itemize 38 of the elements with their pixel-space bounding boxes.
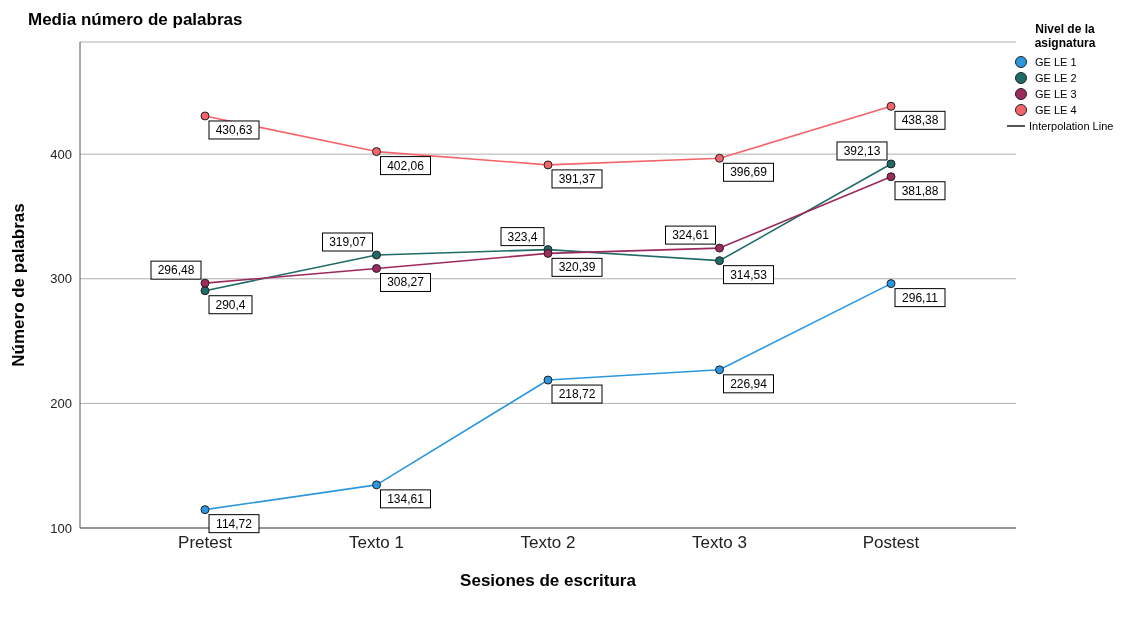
- x-tick-label: Texto 3: [692, 533, 747, 553]
- data-label: 296,48: [157, 263, 195, 278]
- data-label: 226,94: [730, 376, 768, 391]
- legend-label: GE LE 4: [1035, 104, 1077, 116]
- x-tick-label: Texto 2: [520, 533, 576, 553]
- data-label: 319,07: [329, 235, 367, 250]
- y-tick-label: 300: [50, 271, 72, 287]
- y-axis-title: Número de palabras: [9, 203, 29, 367]
- data-label: 402,06: [387, 158, 425, 173]
- data-label: 134,61: [387, 491, 425, 506]
- legend-label: GE LE 3: [1035, 88, 1077, 100]
- data-label: 430,63: [215, 122, 253, 137]
- data-label: 114,72: [216, 516, 253, 531]
- legend-label: GE LE 1: [1035, 56, 1077, 68]
- data-label: 314,53: [730, 267, 768, 282]
- chart-title: Media número de palabras: [28, 10, 243, 30]
- data-label: 218,72: [558, 387, 596, 402]
- data-label: 392,13: [843, 143, 881, 158]
- data-label: 324,61: [672, 228, 710, 243]
- data-label: 296,11: [902, 290, 939, 305]
- legend-title: Nivel de la asignatura: [1033, 22, 1097, 50]
- data-label: 438,38: [901, 113, 939, 128]
- y-tick-label: 200: [50, 396, 72, 411]
- legend-label: GE LE 2: [1035, 72, 1077, 84]
- data-label: 381,88: [901, 183, 939, 198]
- data-label: 323,4: [507, 229, 538, 244]
- data-label: 320,39: [558, 260, 596, 275]
- data-label: 391,37: [558, 171, 596, 186]
- data-label: 308,27: [387, 275, 425, 290]
- y-tick-label: 100: [50, 520, 72, 536]
- x-tick-label: Texto 1: [349, 533, 404, 553]
- x-tick-label: Pretest: [178, 533, 233, 553]
- x-tick-label: Postest: [862, 533, 920, 553]
- y-tick-label: 400: [50, 146, 72, 162]
- x-axis-title: Sesiones de escritura: [460, 571, 637, 590]
- data-label: 396,69: [730, 165, 768, 180]
- text: Interpolation Line: [1029, 120, 1114, 132]
- data-label: 290,4: [215, 297, 246, 312]
